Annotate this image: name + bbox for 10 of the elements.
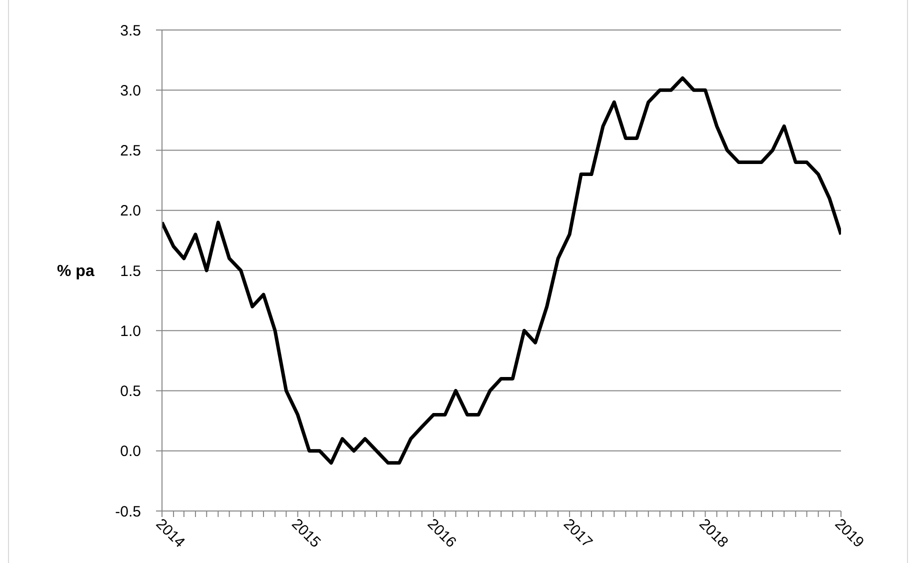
y-tick-label: -0.5 — [115, 503, 141, 520]
y-tick-label: 3.5 — [120, 22, 141, 40]
y-tick-label: 1.5 — [120, 262, 141, 280]
y-tick-label: 0.5 — [120, 383, 141, 400]
y-tick-label: 3.0 — [120, 82, 141, 100]
y-tick-label: 2.5 — [120, 142, 141, 160]
y-axis-title: % pa — [57, 263, 94, 280]
y-tick-label: 1.0 — [120, 322, 141, 340]
y-tick-label: 0.0 — [120, 443, 141, 460]
y-tick-label: 2.0 — [120, 202, 141, 220]
